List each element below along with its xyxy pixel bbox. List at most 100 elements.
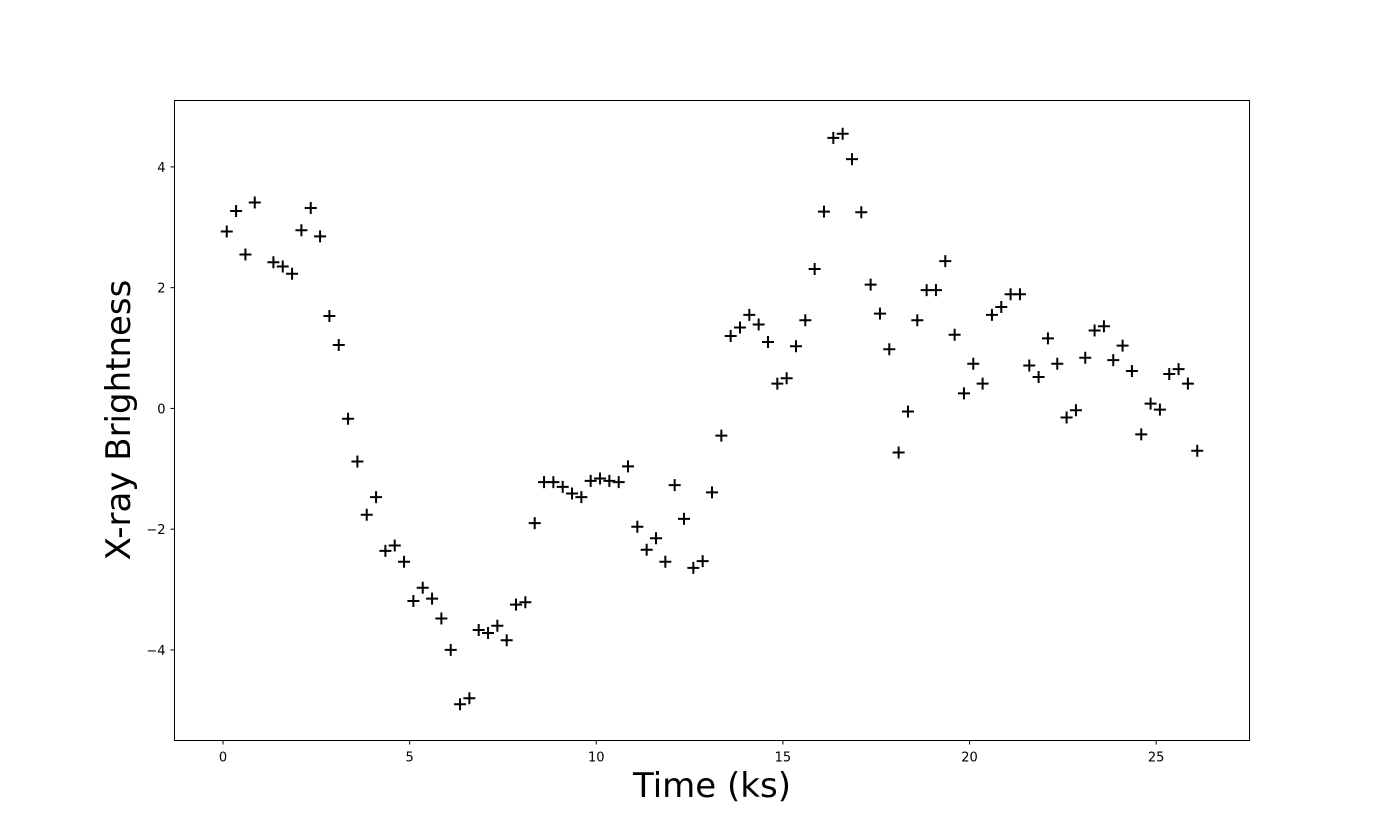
data-point — [1191, 444, 1204, 457]
data-point — [482, 627, 495, 640]
data-point — [584, 474, 597, 487]
data-point — [454, 698, 467, 711]
data-point — [873, 307, 886, 320]
data-point — [304, 201, 317, 214]
data-point — [379, 544, 392, 557]
x-axis-ticks: 0 5 10 15 20 25 — [219, 740, 1165, 766]
data-point — [575, 491, 588, 504]
data-point — [444, 643, 457, 656]
data-point — [901, 405, 914, 418]
data-point — [1181, 377, 1194, 390]
data-point — [845, 153, 858, 166]
data-point — [566, 487, 579, 500]
data-point — [612, 476, 625, 489]
data-point — [603, 474, 616, 487]
data-point — [351, 455, 364, 468]
data-point — [1163, 368, 1176, 381]
data-point — [220, 225, 233, 238]
x-tick-label: 25 — [1148, 751, 1165, 766]
data-point — [650, 532, 663, 545]
data-point — [706, 486, 718, 499]
data-point — [743, 308, 756, 321]
data-point — [948, 328, 961, 341]
data-point — [678, 512, 691, 525]
x-axis-label: Time (ks) — [632, 766, 791, 806]
data-point — [435, 612, 448, 625]
data-point — [332, 339, 345, 352]
data-point — [1097, 320, 1110, 333]
data-point — [1023, 359, 1036, 372]
y-axis-label: X-ray Brightness — [99, 280, 139, 561]
data-point — [929, 284, 942, 297]
data-point — [836, 127, 849, 140]
x-tick-label: 5 — [406, 751, 414, 766]
data-point — [715, 429, 728, 442]
data-point — [1032, 371, 1045, 384]
data-point — [855, 206, 868, 219]
data-point — [622, 460, 635, 473]
data-point — [416, 581, 429, 594]
data-point — [239, 248, 252, 261]
x-tick-label: 15 — [775, 751, 792, 766]
y-tick-label: −4 — [146, 644, 165, 659]
data-point — [472, 624, 485, 637]
data-point — [398, 555, 411, 568]
data-point — [640, 543, 653, 556]
data-point — [248, 196, 261, 209]
data-point — [267, 256, 280, 269]
x-tick-label: 20 — [961, 751, 978, 766]
data-point — [1088, 324, 1101, 337]
data-point — [295, 224, 308, 237]
y-tick-label: 2 — [157, 282, 165, 297]
plot-area — [174, 100, 1250, 741]
data-point — [510, 598, 523, 611]
data-point — [799, 314, 812, 327]
data-point — [1060, 411, 1073, 424]
data-point — [1125, 364, 1138, 377]
data-point — [752, 318, 765, 331]
data-point — [985, 308, 998, 321]
data-point — [957, 387, 970, 400]
data-point — [733, 321, 746, 334]
y-tick-label: −2 — [146, 523, 165, 538]
data-point — [668, 479, 681, 492]
data-point — [817, 205, 830, 218]
data-point — [388, 539, 401, 552]
data-point — [1079, 351, 1092, 364]
data-point — [995, 300, 1008, 313]
data-point — [696, 555, 709, 568]
data-point — [426, 592, 439, 605]
data-point — [808, 262, 821, 275]
data-point — [1041, 332, 1054, 345]
data-point — [594, 472, 607, 485]
data-point — [323, 310, 336, 323]
data-point — [911, 314, 924, 327]
data-point — [1172, 363, 1185, 376]
data-point — [342, 412, 355, 425]
x-tick-label: 10 — [588, 751, 605, 766]
data-point — [864, 278, 877, 291]
data-point — [976, 377, 989, 390]
data-point — [1051, 357, 1064, 370]
data-point — [1013, 288, 1026, 301]
data-point — [1107, 354, 1120, 367]
data-point — [286, 267, 299, 280]
data-point — [771, 377, 784, 390]
data-point — [761, 336, 774, 349]
data-point — [780, 372, 793, 385]
data-point — [314, 230, 327, 243]
data-point — [547, 476, 560, 489]
data-point — [407, 595, 420, 608]
data-point — [556, 480, 569, 493]
data-point — [491, 619, 504, 632]
data-point — [687, 561, 700, 574]
data-point — [500, 634, 513, 647]
data-point — [1135, 428, 1148, 441]
y-tick-label: 4 — [157, 161, 165, 176]
data-point — [463, 692, 476, 705]
data-point — [789, 340, 802, 353]
data-point — [939, 255, 952, 268]
data-point — [883, 343, 896, 356]
data-point — [659, 555, 672, 568]
